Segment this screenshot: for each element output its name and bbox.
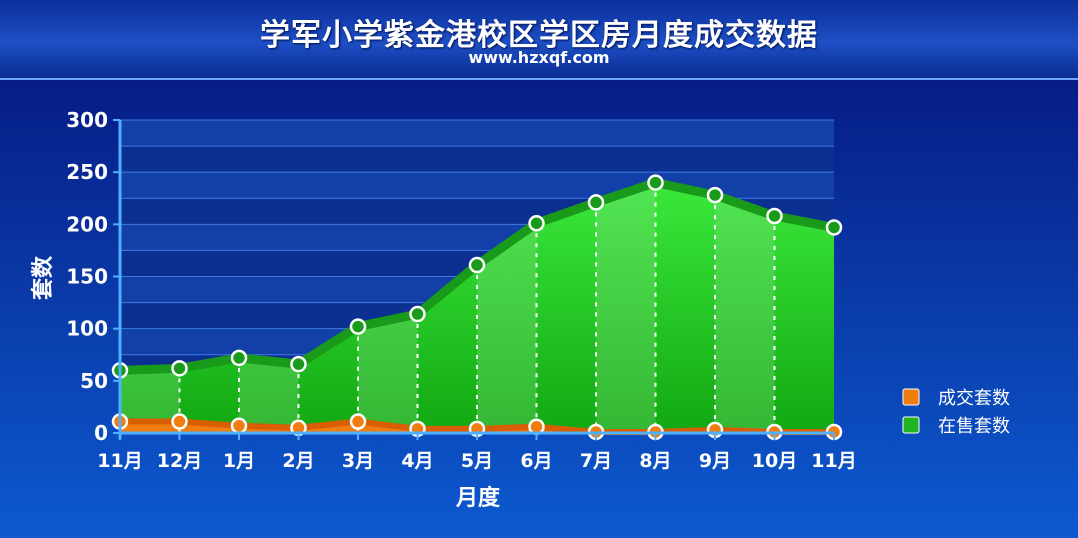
listed-column-highlight (715, 195, 775, 433)
x-tick-label: 9月 (699, 450, 731, 472)
legend-swatch (902, 416, 920, 434)
x-tick-label: 12月 (157, 450, 202, 472)
x-tick-label: 8月 (639, 450, 671, 472)
point-listed (528, 215, 545, 232)
y-tick-label: 100 (66, 317, 108, 341)
point-listed (587, 194, 605, 211)
point-sold (230, 417, 248, 434)
legend-swatch (902, 388, 920, 406)
y-tick-label: 150 (66, 265, 108, 289)
point-listed (825, 219, 843, 236)
listed-column-highlight (239, 357, 299, 433)
y-tick-label: 50 (80, 369, 108, 393)
y-tick-label: 0 (94, 421, 108, 445)
chart-subtitle: www.hzxqf.com (468, 48, 610, 67)
x-tick-label: 6月 (520, 450, 552, 472)
x-tick-label: 11月 (811, 450, 856, 472)
grid-band (120, 146, 834, 173)
x-tick-label: 2月 (282, 450, 314, 472)
x-tick-label: 5月 (461, 450, 493, 472)
point-listed (647, 174, 664, 191)
x-axis-title: 月度 (455, 485, 501, 511)
point-listed (171, 360, 188, 377)
point-listed (230, 349, 248, 367)
x-tick-label: 10月 (752, 450, 797, 472)
x-tick-label: 4月 (401, 450, 433, 472)
listed-column-highlight (358, 314, 418, 433)
y-axis-title: 套数 (30, 255, 56, 300)
grid-band (120, 120, 834, 147)
point-listed (706, 186, 724, 204)
point-sold (171, 413, 188, 430)
x-tick-label: 7月 (580, 450, 612, 472)
x-tick-label: 3月 (342, 450, 374, 472)
listed-column-highlight (120, 368, 180, 433)
point-listed (468, 256, 486, 274)
grid-band (120, 172, 834, 199)
point-listed (290, 355, 307, 373)
chart-title: 学军小学紫金港校区学区房月度成交数据 (260, 18, 818, 53)
legend-label: 成交套数 (938, 388, 1010, 409)
point-listed (766, 207, 783, 225)
listed-column-highlight (477, 223, 537, 433)
point-listed (409, 305, 426, 323)
chart-header (0, 0, 1078, 80)
point-sold (349, 413, 367, 430)
point-listed (349, 318, 367, 335)
y-tick-label: 200 (66, 212, 108, 236)
y-tick-label: 250 (66, 160, 108, 184)
y-tick-label: 300 (66, 108, 108, 132)
legend-label: 在售套数 (938, 416, 1010, 437)
x-tick-label: 11月 (97, 450, 142, 472)
listed-column-highlight (596, 182, 656, 433)
x-tick-label: 1月 (223, 450, 255, 472)
